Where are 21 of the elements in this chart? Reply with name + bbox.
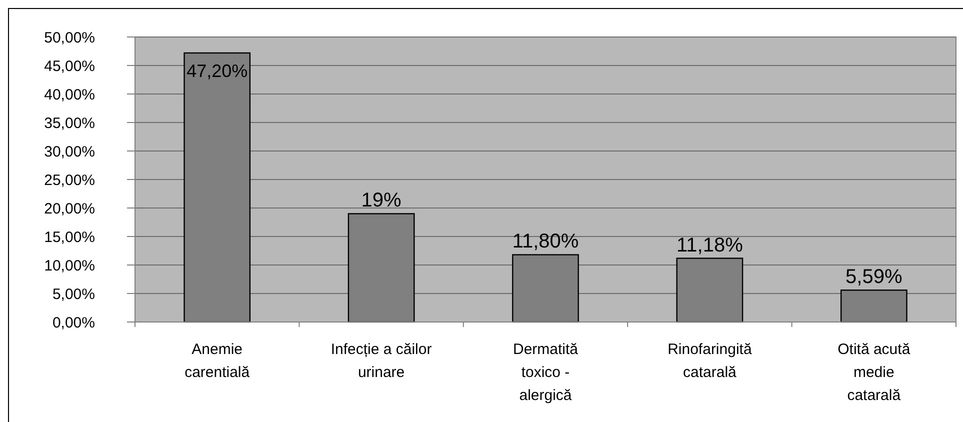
y-tick-label: 35,00% [44, 114, 95, 132]
x-tick-label: Rinofaringită catarală [668, 341, 752, 381]
data-label: 47,20% [186, 60, 248, 81]
y-tick-label: 15,00% [44, 228, 95, 246]
y-tick-label: 25,00% [44, 172, 95, 189]
x-tick-label: Otită acută medie catarală [838, 341, 911, 404]
data-label: 11,18% [676, 234, 744, 256]
y-tick-label: 20,00% [44, 200, 95, 218]
data-label: 19% [361, 190, 402, 212]
x-tick-label: Anemie carentială [184, 341, 250, 381]
y-tick-label: 30,00% [44, 143, 95, 160]
y-tick-label: 50,00% [44, 29, 95, 46]
y-tick-label: 40,00% [44, 86, 95, 104]
y-tick-label: 5,00% [52, 286, 95, 303]
data-label: 11,80% [512, 230, 579, 253]
y-tick-label: 0,00% [52, 314, 95, 332]
y-tick-label: 10,00% [44, 257, 95, 274]
x-tick-label: Infecție a căilor urinare [330, 341, 432, 381]
data-label: 5,59% [846, 266, 902, 288]
x-tick-label: Dermatită toxico - alergică [512, 341, 579, 404]
y-tick-label: 45,00% [44, 58, 95, 75]
